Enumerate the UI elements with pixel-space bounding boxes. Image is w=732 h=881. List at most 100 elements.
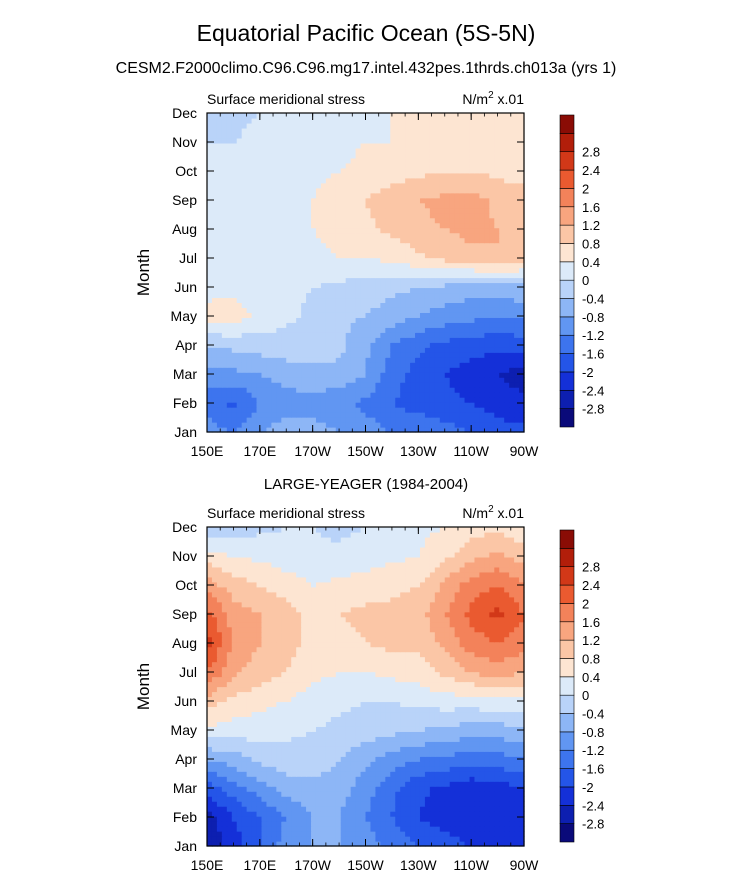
contour-cell [261,427,268,433]
contour-cell [464,317,471,323]
contour-cell [286,317,292,323]
contour-cell [479,362,485,368]
contour-cell [410,337,416,343]
contour-cell [405,267,411,274]
contour-cell [236,312,243,318]
contour-cell [449,427,456,433]
contour-cell [266,382,272,388]
contour-cell [415,427,421,433]
contour-cell [291,292,297,299]
contour-cell [439,412,446,418]
contour-cell [211,402,218,408]
contour-cell [301,796,307,802]
contour-cell [494,272,500,279]
contour-cell [449,322,456,328]
contour-cell [415,292,421,299]
contour-cell [350,412,357,418]
contour-cell [281,397,287,403]
contour-cell [340,392,347,398]
contour-cell [315,826,322,832]
contour-cell [286,821,292,827]
contour-cell [419,427,426,433]
contour-cell [320,821,327,827]
contour-cell [340,796,347,802]
contour-cell [464,347,471,353]
contour-cell [236,287,243,294]
contour-cell [484,826,490,832]
contour-cell [281,302,287,308]
contour-cell [291,362,297,368]
contour-cell [340,332,347,338]
contour-cell [459,242,466,249]
contour-cell [484,327,490,333]
contour-cell [251,387,258,393]
contour-cell [504,796,510,802]
contour-cell [395,327,401,333]
contour-cell [251,322,258,328]
contour-cell [231,811,238,817]
contour-cell [410,796,416,802]
contour-cell [449,407,456,413]
contour-cell [474,816,481,822]
contour-cell [315,247,322,254]
contour-cell [266,831,272,837]
contour-cell [266,377,272,383]
contour-cell [221,272,228,279]
contour-cell [216,362,223,368]
contour-cell [301,362,307,368]
contour-cell [509,372,515,378]
contour-cell [514,307,520,313]
contour-cell [286,796,292,802]
contour-cell [484,402,490,408]
contour-cell [320,262,327,269]
contour-cell [519,267,525,274]
contour-cell [251,297,258,303]
contour-cell [484,831,490,837]
contour-cell [291,417,297,423]
contour-cell [311,307,317,313]
contour-cell [306,337,312,343]
contour-cell [454,347,461,353]
contour-cell [301,312,307,318]
contour-cell [236,367,243,373]
contour-cell [385,427,391,433]
contour-cell [311,392,317,398]
contour-cell [261,242,268,249]
contour-cell [474,317,481,323]
contour-cell [266,417,272,423]
contour-cell [330,417,337,423]
contour-cell [350,402,357,408]
contour-cell [410,412,416,418]
contour-cell [484,821,490,827]
contour-cell [489,417,495,423]
contour-cell [286,377,292,383]
contour-cell [211,337,218,343]
contour-cell [415,352,421,358]
contour-cell [434,347,441,353]
contour-cell [236,377,243,383]
contour-cell [380,402,386,408]
contour-cell [350,277,357,284]
contour-cell [241,382,248,388]
contour-cell [405,337,411,343]
contour-cell [320,287,327,294]
contour-cell [390,791,396,797]
contour-cell [301,836,307,842]
contour-cell [306,392,312,398]
contour-cell [504,347,510,353]
contour-cell [301,272,307,279]
contour-cell [286,836,292,842]
contour-cell [226,272,233,279]
contour-cell [464,327,471,333]
contour-cell [405,377,411,383]
contour-cell [311,257,317,264]
contour-cell [415,337,421,343]
contour-cell [479,277,485,284]
contour-cell [405,786,411,792]
contour-cell [434,791,441,797]
contour-cell [330,297,337,303]
contour-cell [415,377,421,383]
contour-cell [474,342,481,348]
contour-cell [474,282,481,289]
contour-cell [350,342,357,348]
